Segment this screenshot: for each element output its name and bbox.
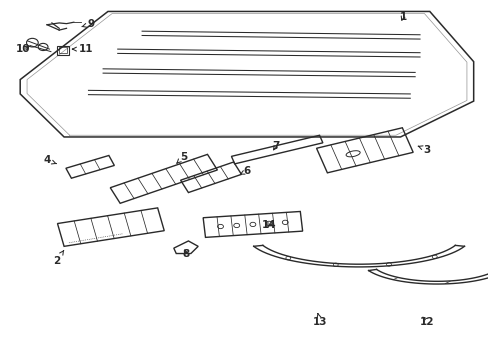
Text: 12: 12 <box>419 317 434 327</box>
Text: 9: 9 <box>81 19 94 29</box>
Bar <box>57 45 69 55</box>
Text: 1: 1 <box>399 12 406 22</box>
Text: 11: 11 <box>72 44 93 54</box>
Text: 3: 3 <box>417 144 430 154</box>
Text: 14: 14 <box>261 220 276 230</box>
Text: 6: 6 <box>240 166 250 176</box>
Text: 10: 10 <box>15 44 30 54</box>
Bar <box>59 47 67 53</box>
Text: 4: 4 <box>43 155 56 165</box>
Text: 13: 13 <box>312 314 326 327</box>
Text: 5: 5 <box>177 152 187 163</box>
Text: 7: 7 <box>272 141 279 151</box>
Text: 8: 8 <box>182 248 189 258</box>
Text: 2: 2 <box>53 251 63 266</box>
